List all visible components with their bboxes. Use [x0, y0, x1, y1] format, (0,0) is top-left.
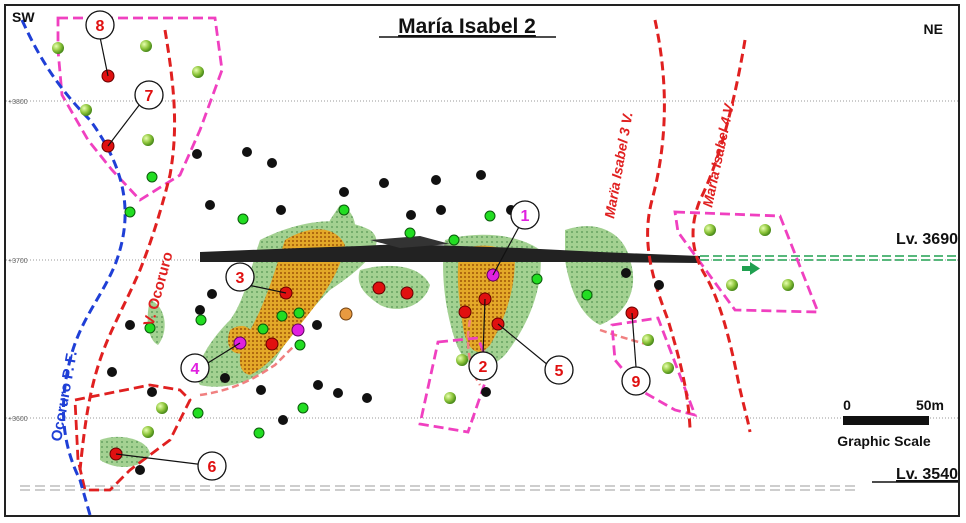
callout-4: 4 [191, 361, 200, 378]
target-zone-9 [610, 316, 698, 418]
level-3690-label: Lv. 3690 [896, 231, 958, 248]
drill-holes-magenta [233, 268, 500, 350]
target-zone-7-8 [56, 16, 224, 202]
sw-label: SW [12, 9, 35, 25]
scale-bar [843, 416, 929, 425]
callout-leaders [99, 36, 637, 466]
target-zone-2 [418, 336, 492, 434]
level-3690-line [700, 255, 960, 261]
diagram-title: María Isabel 2 [398, 15, 536, 38]
elev-tick-3600: +3600 [8, 416, 28, 423]
level-3540-line [20, 485, 855, 491]
level-3540-label: Lv. 3540 [896, 466, 958, 483]
mine-workings [200, 236, 700, 263]
alteration-halos [100, 205, 634, 467]
callout-5: 5 [555, 363, 564, 380]
drill-hole-orange [339, 307, 353, 321]
scale-start: 0 [843, 397, 851, 413]
drill-holes-black [107, 147, 664, 475]
mi3-vein-label: Marïa Isabel 3 V. [601, 111, 635, 220]
callout-3: 3 [236, 270, 245, 287]
target-spheres [52, 40, 794, 438]
callout-1: 1 [521, 208, 530, 225]
direction-arrow-icon [742, 262, 760, 275]
target-zones [56, 16, 821, 434]
ocoruro-fault-line [20, 19, 127, 516]
target-zone-lv3690 [673, 210, 821, 314]
ocoruro-vein-line [78, 29, 177, 471]
elev-tick-3700: +3700 [8, 258, 28, 265]
mi4-vein-line [691, 39, 752, 433]
callout-7: 7 [145, 88, 154, 105]
target-zone-6 [73, 383, 192, 492]
drill-holes-green [124, 171, 593, 439]
diagram-frame [4, 4, 960, 517]
callout-8: 8 [96, 18, 105, 35]
elev-tick-3800: +3800 [8, 99, 28, 106]
callout-6: 6 [208, 459, 217, 476]
mi3-vein-line [646, 19, 692, 429]
callout-circles [85, 10, 651, 481]
ne-label: NE [924, 21, 943, 37]
scale-label: Graphic Scale [837, 433, 931, 449]
callout-2: 2 [479, 359, 488, 376]
mi4-vein-label: Marïa Isabel 4 V. [699, 100, 737, 209]
callout-9: 9 [632, 374, 641, 391]
ocoruro-vein-label: V. Ocoruro [140, 250, 176, 328]
scale-end: 50m [916, 397, 944, 413]
